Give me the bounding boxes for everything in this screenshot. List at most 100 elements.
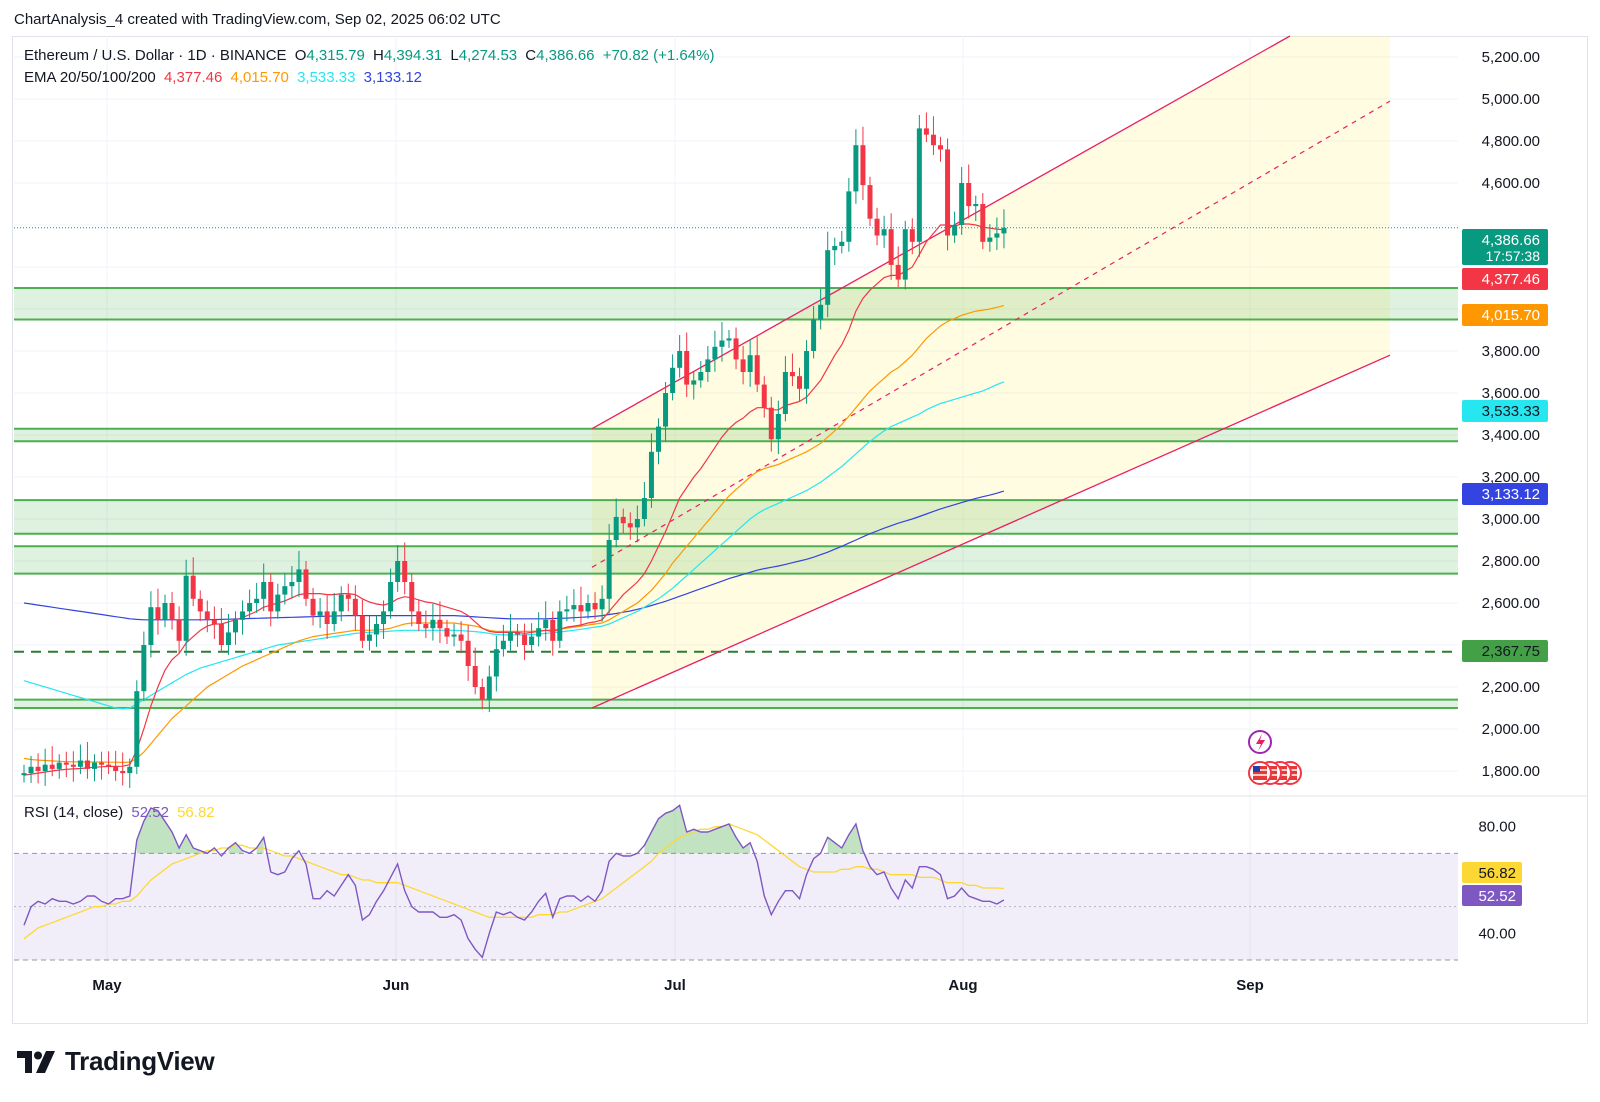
close-label: C [525, 47, 537, 64]
candle-body [754, 355, 760, 385]
candle-body [853, 145, 859, 192]
candle-body [641, 498, 647, 519]
candle-body [550, 619, 556, 641]
candle-body [945, 149, 951, 236]
rsi-overbought-fill [228, 842, 243, 854]
candle-body [923, 128, 929, 135]
candle-body [352, 598, 358, 616]
price-axis-tick-label: 5,200.00 [1482, 49, 1540, 66]
candle-body [374, 624, 379, 635]
ema20-line [23, 223, 1004, 776]
rsi-legend: RSI (14, close) 52.52 56.82 [24, 804, 219, 821]
candle-body [120, 771, 126, 774]
candle-body [113, 766, 119, 771]
candle-body [825, 250, 831, 305]
candle-body [437, 619, 443, 629]
low-label: L [450, 47, 459, 64]
flag-canton [1253, 766, 1260, 772]
price-axis-tick-label: 3,600.00 [1482, 385, 1540, 402]
us-flag-event-icon [1248, 761, 1272, 785]
candle-body [599, 598, 605, 610]
candle-body [656, 426, 661, 452]
symbol-label: Ethereum / U.S. Dollar · 1D · BINANCE [24, 47, 287, 64]
candle-body [63, 762, 69, 765]
candle-body [507, 632, 513, 641]
price-badge-label: 3,133.12 [1482, 486, 1540, 503]
rsi-badge-label: 52.52 [1478, 888, 1516, 905]
candle-body [606, 540, 612, 599]
candle-body [740, 359, 746, 372]
candle-body [627, 523, 633, 528]
rsi-line [23, 804, 1005, 959]
candle-body [141, 645, 147, 692]
tradingview-logo-text: TradingView [65, 1046, 215, 1076]
candle-body [162, 603, 168, 620]
time-axis-label: Jul [664, 977, 686, 994]
high-value: 4,394.31 [383, 47, 443, 64]
candle-body [909, 229, 915, 242]
candle-body [895, 264, 901, 280]
candle-body [289, 582, 295, 587]
candle-body [465, 640, 471, 666]
candle-body [938, 145, 943, 150]
candle-body [902, 229, 908, 280]
candle-body [874, 218, 880, 236]
lightning-event-icon [1248, 730, 1272, 754]
candle-body [930, 134, 936, 146]
candle-body [536, 628, 542, 637]
candle-body [980, 204, 986, 242]
candle-body [966, 183, 972, 207]
candle-body [56, 762, 62, 769]
candle-body [310, 598, 316, 616]
candle-body [705, 359, 711, 372]
rsi-axis-tick-label: 80.00 [1478, 819, 1516, 836]
candle-body [677, 351, 683, 368]
candle-body [500, 640, 506, 650]
candle-body [155, 607, 161, 620]
candle-body [395, 561, 401, 582]
candle-body [345, 594, 351, 599]
price-axis-tick-label: 5,000.00 [1482, 91, 1540, 108]
candle-body [761, 384, 767, 408]
price-badge [1462, 400, 1548, 422]
ema50-line [23, 305, 1005, 764]
candle-body [197, 598, 203, 612]
candle-body [775, 414, 781, 440]
candle-body [952, 225, 958, 236]
candle-body [634, 519, 640, 528]
candle-body [225, 632, 231, 645]
lightning-bolt [1256, 734, 1265, 751]
candle-body [176, 619, 182, 641]
candle-body [916, 128, 922, 242]
time-axis-label: Aug [948, 977, 977, 994]
candle-body [472, 666, 478, 687]
price-badge [1462, 640, 1548, 662]
price-badge [1462, 229, 1548, 265]
candle-body [247, 603, 253, 612]
candle-body [275, 594, 281, 612]
price-badge-label: 3,533.33 [1482, 403, 1540, 420]
attribution-text: ChartAnalysis_4 created with TradingView… [14, 11, 501, 28]
candle-body [458, 634, 464, 641]
price-badge [1462, 268, 1548, 290]
candle-body [169, 603, 175, 620]
chart-frame[interactable] [12, 36, 1588, 1024]
candle-body [839, 241, 845, 246]
candle-body [797, 376, 802, 389]
candle-body [423, 624, 429, 629]
rsi-overbought-fill [136, 808, 201, 854]
candle-body [324, 611, 330, 624]
candle-body [712, 346, 718, 360]
candle-body [493, 649, 499, 677]
price-axis-tick-label: 3,200.00 [1482, 469, 1540, 486]
candle-body [867, 185, 873, 219]
candle-body [811, 319, 817, 351]
time-axis-label: Sep [1236, 977, 1264, 994]
channel-median-line [591, 100, 1391, 568]
candle-body [84, 760, 90, 769]
candle-body [529, 636, 535, 645]
support-zone [14, 500, 1458, 534]
support-zone [14, 699, 1458, 708]
candle-body [211, 619, 217, 624]
